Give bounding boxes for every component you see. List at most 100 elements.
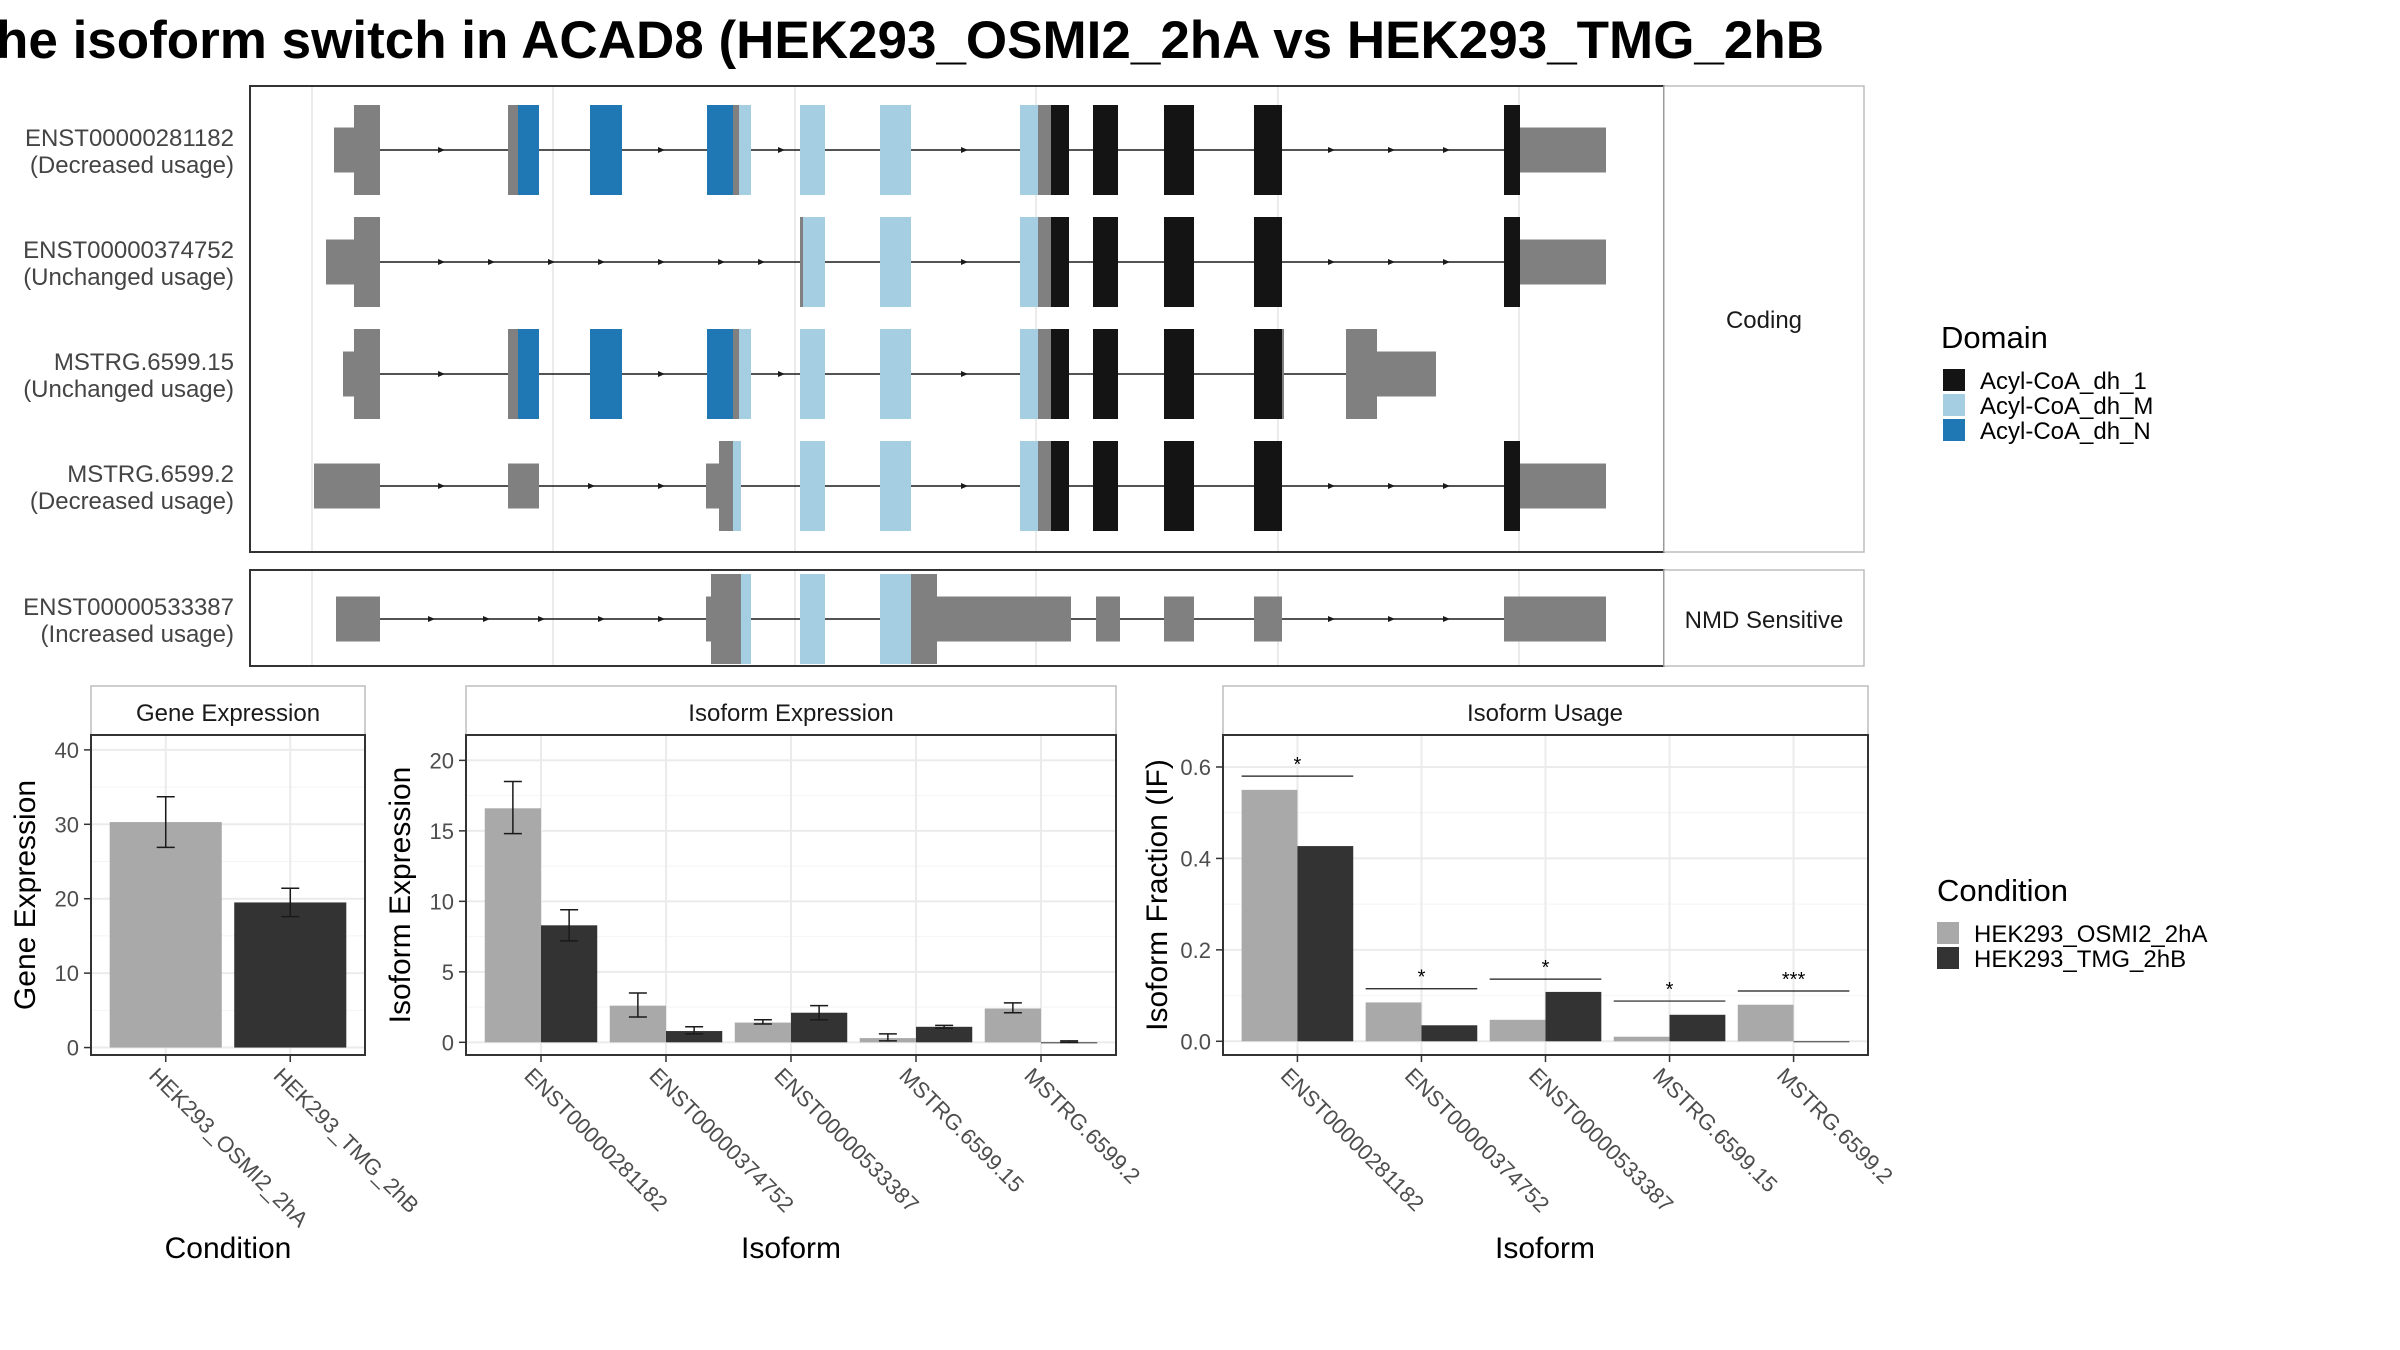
intron-arrow	[961, 147, 968, 153]
condition-legend-label: HEK293_OSMI2_2hA	[1974, 921, 2207, 948]
condition-legend-key	[1937, 947, 1959, 969]
bar-tmg-2hb	[1793, 1041, 1850, 1043]
exon-segment	[1254, 596, 1282, 642]
bar-tmg-2hb	[1545, 991, 1602, 1042]
bar-tmg-2hb	[916, 1026, 973, 1043]
domain-acyl-coa-dh-m	[880, 441, 911, 531]
domain-acyl-coa-dh-1	[1093, 329, 1118, 419]
domain-acyl-coa-dh-m	[1020, 329, 1038, 419]
intron-arrow	[438, 371, 445, 377]
exon-segment	[343, 351, 354, 397]
exon-segment	[1038, 105, 1051, 195]
intron-arrow	[658, 616, 665, 622]
exon-segment	[354, 329, 380, 419]
exon-segment	[336, 596, 380, 642]
intron-arrow	[1388, 616, 1395, 622]
exon-segment	[911, 574, 937, 664]
domain-acyl-coa-dh-1	[1093, 441, 1118, 531]
domain-acyl-coa-dh-1	[1051, 329, 1069, 419]
domain-acyl-coa-dh-m	[800, 105, 825, 195]
domain-legend-label: Acyl-CoA_dh_N	[1980, 418, 2151, 445]
intron-arrow	[658, 259, 665, 265]
exon-segment	[1282, 329, 1284, 419]
exon-segment	[1504, 596, 1606, 642]
domain-acyl-coa-dh-m	[739, 329, 751, 419]
bar-osmi2-2ha	[484, 808, 541, 1043]
intron-arrow	[598, 616, 605, 622]
domain-acyl-coa-dh-m	[800, 574, 825, 664]
domain-acyl-coa-dh-1	[1051, 105, 1069, 195]
domain-acyl-coa-dh-m	[1020, 441, 1038, 531]
domain-acyl-coa-dh-n	[707, 105, 733, 195]
domain-acyl-coa-dh-1	[1504, 217, 1520, 307]
intron-arrow	[428, 616, 435, 622]
bar-osmi2-2ha	[984, 1008, 1041, 1043]
exon-segment	[1038, 329, 1051, 419]
domain-legend-label: Acyl-CoA_dh_M	[1980, 393, 2153, 420]
bar-tmg-2hb	[1669, 1014, 1726, 1042]
legends: Domain Acyl-CoA_dh_1Acyl-CoA_dh_MAcyl-CoA…	[1937, 320, 2207, 973]
domain-acyl-coa-dh-1	[1164, 441, 1194, 531]
intron-arrow	[961, 371, 968, 377]
bar-tmg-2hb	[1297, 846, 1354, 1042]
exon-segment	[719, 441, 733, 531]
exon-segment	[1377, 351, 1436, 397]
bar-osmi2-2ha	[109, 822, 222, 1048]
intron-arrow	[1388, 483, 1395, 489]
bar-tmg-2hb	[234, 902, 347, 1048]
panel-title: Gene Expression	[136, 700, 320, 727]
figure-title: he isoform switch in ACAD8 (HEK293_OSMI2…	[0, 11, 1824, 70]
exon-segment	[508, 463, 539, 509]
intron-arrow	[1388, 259, 1395, 265]
domain-acyl-coa-dh-m	[1020, 105, 1038, 195]
bar-osmi2-2ha	[1737, 1004, 1794, 1042]
y-tick-label: 0.0	[1180, 1029, 1211, 1054]
y-axis-title: Gene Expression	[9, 780, 42, 1010]
exon-segment	[1038, 441, 1051, 531]
exon-segment	[706, 463, 719, 509]
y-tick-label: 10	[430, 889, 454, 914]
bar-tmg-2hb	[666, 1031, 723, 1043]
bar-panel-isoform-usage: Isoform Usage** ** ***0.00.20.40.6ENST0000…	[1141, 685, 1898, 1265]
intron-arrow	[1388, 147, 1395, 153]
transcript-usage-label: (Decreased usage)	[30, 152, 234, 179]
transcript-id-label: MSTRG.6599.15	[54, 349, 234, 376]
intron-arrow	[658, 147, 665, 153]
intron-arrow	[538, 616, 545, 622]
intron-arrow	[488, 259, 495, 265]
domain-acyl-coa-dh-1	[1164, 217, 1194, 307]
bar-osmi2-2ha	[1365, 1002, 1422, 1042]
y-tick-label: 0	[442, 1030, 454, 1055]
transcript-id-label: ENST00000533387	[23, 594, 234, 621]
exon-segment	[1164, 596, 1194, 642]
domain-acyl-coa-dh-1	[1504, 105, 1520, 195]
exon-segment	[733, 329, 739, 419]
panel-title: Isoform Expression	[688, 700, 893, 727]
significance-marker: ***	[1782, 969, 1806, 991]
significance-marker: *	[1542, 957, 1550, 979]
bar-tmg-2hb	[541, 925, 598, 1043]
bar-osmi2-2ha	[734, 1022, 791, 1043]
exon-segment	[508, 105, 518, 195]
transcript-id-label: MSTRG.6599.2	[67, 461, 234, 488]
exon-segment	[711, 574, 741, 664]
condition-legend-title: Condition	[1937, 873, 2068, 908]
intron-arrow	[961, 483, 968, 489]
intron-arrow	[598, 259, 605, 265]
domain-acyl-coa-dh-1	[1164, 105, 1194, 195]
intron-arrow	[658, 371, 665, 377]
intron-arrow	[718, 259, 725, 265]
intron-arrow	[658, 483, 665, 489]
intron-arrow	[1443, 483, 1450, 489]
transcript-usage-label: (Decreased usage)	[30, 488, 234, 515]
x-tick-label: MSTRG.6599.15	[1648, 1063, 1782, 1197]
intron-arrow	[778, 147, 785, 153]
domain-legend-key	[1943, 369, 1965, 391]
intron-arrow	[1328, 259, 1335, 265]
domain-acyl-coa-dh-n	[707, 329, 733, 419]
intron-arrow	[438, 483, 445, 489]
bar-osmi2-2ha	[1241, 789, 1298, 1042]
bar-panel-isoform-expression: Isoform Expression 0 5 10 15 20 ENST0000028118…	[384, 685, 1145, 1265]
